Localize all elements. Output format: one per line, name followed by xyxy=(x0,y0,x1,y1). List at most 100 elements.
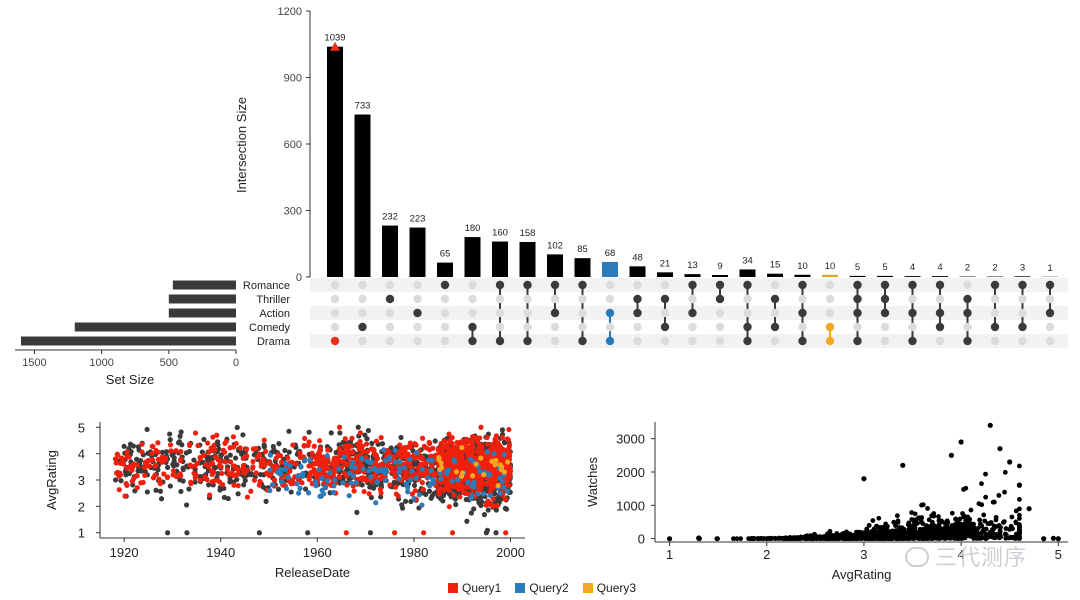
bar-value-label: 10 xyxy=(797,261,808,272)
matrix-dot-active xyxy=(963,336,972,346)
matrix-dot-active xyxy=(825,322,835,332)
scatter-point xyxy=(965,530,971,536)
scatter-point xyxy=(130,482,136,488)
scatter-point-query1 xyxy=(224,467,231,473)
scatter-point-query1 xyxy=(377,486,383,492)
scatter-point-query1 xyxy=(250,458,256,465)
scatter-point-query2 xyxy=(452,459,458,465)
scatter-point-query1 xyxy=(211,478,217,484)
scatter-point xyxy=(979,502,985,508)
scatter-point xyxy=(984,535,990,541)
matrix-dot-active xyxy=(825,336,835,346)
scatter-point xyxy=(248,472,254,478)
scatter-point-query1 xyxy=(145,457,151,464)
scatter-point xyxy=(218,452,224,458)
matrix-dot-inactive xyxy=(358,336,367,346)
scatter-point-query1 xyxy=(364,448,371,455)
scatter-point xyxy=(945,519,951,525)
scatter-point-query2 xyxy=(397,459,403,465)
scatter-point-query1 xyxy=(301,443,307,449)
scatter-point xyxy=(924,535,930,541)
scatter-point-query1 xyxy=(462,462,468,468)
scatter-point-query1 xyxy=(139,449,145,455)
scatter-point xyxy=(167,431,173,437)
scatter-point xyxy=(755,536,761,541)
scatter-point-query1 xyxy=(244,494,251,500)
scatter-point-query1 xyxy=(212,454,219,460)
scatter-point-query2 xyxy=(372,465,378,471)
scatter-point-query1 xyxy=(484,441,490,448)
scatter-point xyxy=(997,446,1003,452)
scatter-point xyxy=(411,482,418,489)
matrix-dot-inactive xyxy=(330,308,340,318)
scatter-point-query2 xyxy=(373,500,379,506)
scatter-point xyxy=(328,430,334,436)
scatter-point xyxy=(184,530,190,536)
scatter-point-query1 xyxy=(488,485,494,492)
scatter-point-query1 xyxy=(149,457,156,463)
scatter-point-query1 xyxy=(210,434,216,440)
scatter-point xyxy=(452,496,458,502)
scatter-point-query1 xyxy=(273,455,279,461)
y-tick-label: 1200 xyxy=(278,6,302,18)
scatter-point-query2 xyxy=(480,491,487,497)
intersection-bar xyxy=(519,241,536,277)
scatter-point-query1 xyxy=(262,448,269,455)
scatter-point xyxy=(776,535,782,541)
scatter-point-query1 xyxy=(308,469,314,476)
scatter-point-query1 xyxy=(506,442,513,448)
scatter-point-query1 xyxy=(217,479,223,485)
y-tick-label: 5 xyxy=(78,420,85,435)
scatter-point-query1 xyxy=(329,461,335,467)
scatter-point-query1 xyxy=(325,447,331,453)
scatter-point-query2 xyxy=(378,468,385,474)
scatter-point xyxy=(241,482,247,488)
scatter-point-query2 xyxy=(267,452,273,458)
matrix-dot-inactive xyxy=(605,280,615,290)
matrix-dot-active xyxy=(715,294,725,304)
scatter-point-query1 xyxy=(349,435,355,441)
scatter-point-query1 xyxy=(260,456,266,462)
scatter-point-query1 xyxy=(155,456,161,462)
scatter-point xyxy=(164,464,171,470)
intersection-bar xyxy=(354,114,371,277)
scatter-point xyxy=(1002,531,1008,537)
scatter-point-query2 xyxy=(296,490,302,496)
y-tick-label: 900 xyxy=(284,73,302,85)
scatter-point xyxy=(167,483,173,489)
matrix-dot-inactive xyxy=(605,294,615,304)
matrix-dot-inactive xyxy=(523,294,532,304)
scatter-point xyxy=(880,528,885,534)
matrix-dot-active xyxy=(1018,280,1027,290)
scatter-point xyxy=(1055,536,1061,542)
scatter-point xyxy=(1013,520,1019,526)
scatter-point-query1 xyxy=(197,477,203,483)
scatter-point xyxy=(369,440,375,446)
scatter-point xyxy=(144,426,150,433)
intersection-bar xyxy=(602,261,618,277)
scatter-point xyxy=(485,507,491,513)
scatter-point-query1 xyxy=(447,438,453,444)
scatter-point xyxy=(1050,535,1057,541)
scatter-point xyxy=(286,428,292,434)
scatter-point-query1 xyxy=(168,448,174,454)
intersection-bar xyxy=(794,274,811,277)
scatter-point-query1 xyxy=(363,441,370,447)
scatter-point-query1 xyxy=(123,480,129,487)
matrix-dot-active xyxy=(990,322,1000,332)
scatter-point-query1 xyxy=(192,475,198,481)
scatter-point-query1 xyxy=(124,449,130,455)
scatter-point-query1 xyxy=(420,486,426,493)
matrix-dot-inactive xyxy=(688,294,697,304)
scatter-point-query1 xyxy=(350,449,356,456)
bar-value-label: 1039 xyxy=(324,33,345,44)
scatter-point-query1 xyxy=(419,435,426,441)
matrix-dot-active xyxy=(550,308,560,318)
y-tick-label: 4 xyxy=(78,447,85,462)
legend-item-query2: Query2 xyxy=(515,581,569,595)
scatter-point-query1 xyxy=(197,456,203,462)
scatter-point xyxy=(731,536,736,542)
scatter-point-query1 xyxy=(170,472,176,478)
scatter-point-query1 xyxy=(465,444,472,450)
